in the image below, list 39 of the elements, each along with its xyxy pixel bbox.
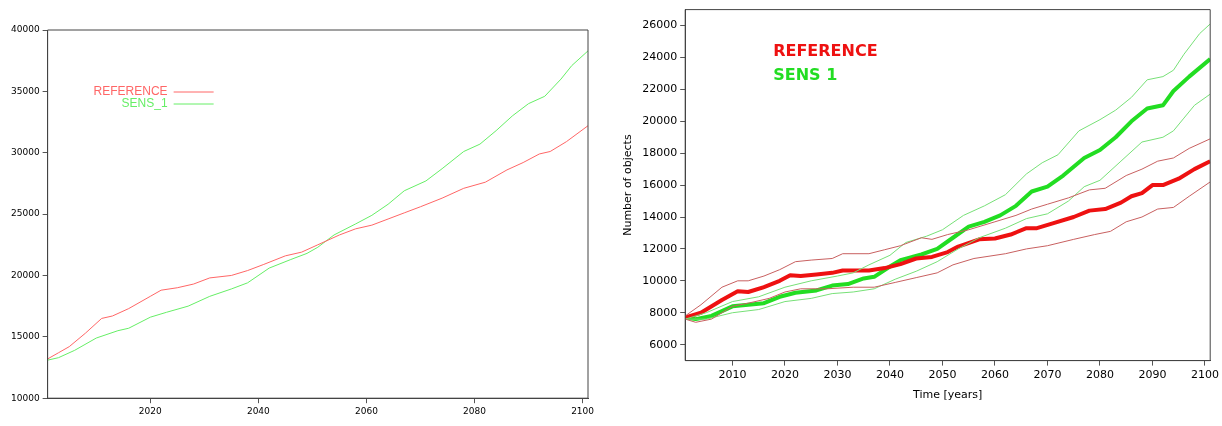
text: SENS 1 [773, 64, 838, 84]
y-axis-title: Number of objects [621, 134, 635, 236]
y-tick-label: 20000 [10, 269, 40, 280]
x-tick-label: 2010 [718, 368, 747, 382]
x-tick-label: 2060 [980, 368, 1009, 382]
y-tick-label: 12000 [642, 241, 678, 255]
x-tick-label: 2040 [246, 405, 271, 416]
x-tick-label: 2040 [875, 368, 904, 382]
y-tick-label: 24000 [642, 50, 678, 64]
y-tick-label: 26000 [642, 18, 678, 32]
y-tick-label: 8000 [649, 305, 678, 319]
x-tick-label: 2080 [1085, 368, 1114, 382]
y-tick-label: 30000 [10, 147, 40, 158]
y-tick-label: 14000 [642, 209, 678, 223]
x-tick-label: 2080 [463, 405, 487, 416]
x-tick-label: 2030 [823, 368, 852, 382]
y-tick-label: 25000 [10, 208, 40, 219]
x-axis-title: Time [years] [912, 388, 983, 402]
y-tick-label: 15000 [10, 331, 40, 342]
y-tick-label: 10000 [10, 392, 40, 403]
x-tick-label: 2020 [770, 368, 799, 382]
y-tick-label: 16000 [642, 177, 678, 191]
text: REFERENCE [773, 40, 878, 60]
y-tick-label: 40000 [10, 24, 40, 35]
y-tick-label: 18000 [642, 146, 678, 160]
x-tick-label: 2050 [928, 368, 957, 382]
x-tick-label: 2020 [138, 405, 163, 416]
y-tick-label: 20000 [642, 114, 678, 128]
legend-label: REFERENCE [93, 84, 168, 99]
x-tick-label: 2070 [1033, 368, 1062, 382]
x-tick-label: 2060 [355, 405, 379, 416]
x-tick-label: 2100 [571, 405, 595, 416]
y-tick-label: 35000 [10, 85, 40, 96]
legend-label: SENS_1 [121, 96, 168, 111]
y-tick-label: 6000 [649, 337, 678, 351]
x-tick-label: 2090 [1138, 368, 1167, 382]
x-tick-label: 2100 [1190, 368, 1219, 382]
y-tick-label: 22000 [642, 82, 678, 96]
y-tick-label: 10000 [642, 273, 678, 287]
